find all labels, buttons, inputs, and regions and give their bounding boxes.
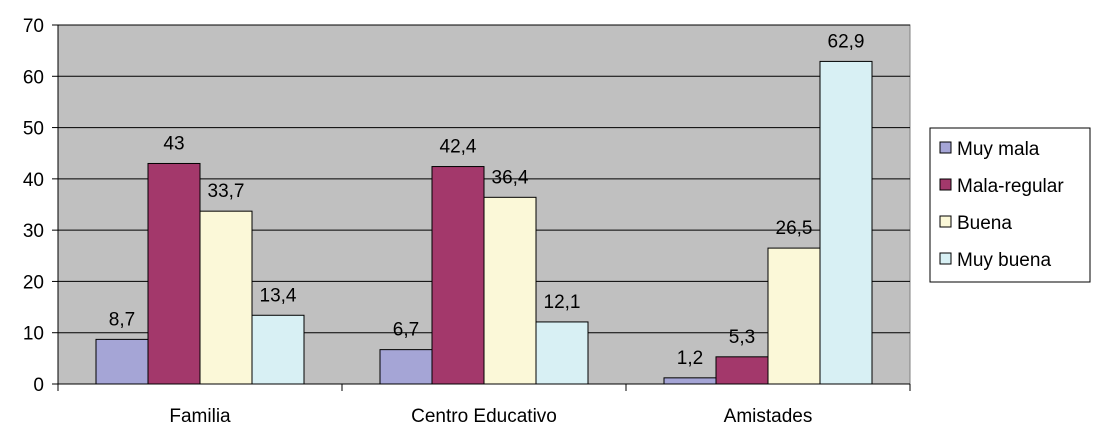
y-tick-label: 40 (23, 170, 44, 191)
y-axis-ticks: 0 10 20 30 40 50 60 70 (23, 16, 44, 396)
bar-familia-mala-regular (147, 162, 201, 385)
bar-centro-educativo-muy-mala (379, 349, 433, 385)
bar-centro-educativo-mala-regular (431, 166, 485, 385)
data-label: 12,1 (544, 292, 581, 313)
bar-amistades-buena (767, 247, 821, 385)
bars (95, 60, 873, 385)
data-label: 13,4 (260, 285, 297, 306)
x-category-label: Amistades (724, 406, 813, 427)
legend-label: Buena (957, 213, 1012, 234)
data-label: 42,4 (440, 137, 477, 158)
bar-familia-buena (199, 210, 253, 385)
y-tick-label: 70 (23, 16, 44, 37)
legend-box (929, 127, 1091, 283)
y-tick-label: 0 (33, 375, 44, 396)
legend-label: Muy buena (957, 250, 1051, 271)
legend-swatch (939, 215, 952, 228)
legend-swatch (939, 141, 952, 154)
axes (52, 24, 911, 391)
data-label: 43 (163, 133, 184, 154)
data-label: 6,7 (393, 320, 419, 341)
y-tick-label: 30 (23, 221, 44, 242)
data-label: 5,3 (729, 327, 755, 348)
x-category-label: Centro Educativo (411, 406, 557, 427)
x-category-label: Familia (169, 406, 231, 427)
bar-familia-muy-buena (251, 314, 305, 385)
y-tick-label: 10 (23, 324, 44, 345)
data-label: 1,2 (677, 348, 703, 369)
legend-swatch (939, 252, 952, 265)
data-labels: 8,7 43 33,7 13,4 6,7 42,4 36,4 12,1 1,2 5,3 26,5 62… (109, 31, 865, 368)
bar-centro-educativo-muy-buena (535, 321, 589, 385)
y-tick-label: 20 (23, 272, 44, 293)
bar-amistades-muy-buena (819, 60, 873, 385)
legend: Muy mala Mala-regular Buena Muy buena (929, 127, 1091, 283)
y-tick-label: 60 (23, 67, 44, 88)
bar-amistades-mala-regular (715, 356, 769, 385)
y-tick-label: 50 (23, 119, 44, 140)
data-label: 8,7 (109, 309, 135, 330)
data-label: 26,5 (776, 218, 813, 239)
legend-label: Muy mala (957, 139, 1040, 160)
bar-amistades-muy-mala (663, 377, 717, 385)
bar-familia-muy-mala (95, 338, 149, 385)
data-label: 62,9 (828, 31, 865, 52)
data-label: 36,4 (492, 167, 529, 188)
x-axis-categories: Familia Centro Educativo Amistades (169, 406, 812, 427)
legend-label: Mala-regular (957, 176, 1064, 197)
data-label: 33,7 (208, 181, 245, 202)
legend-swatch (939, 178, 952, 191)
bar-centro-educativo-buena (483, 196, 537, 385)
